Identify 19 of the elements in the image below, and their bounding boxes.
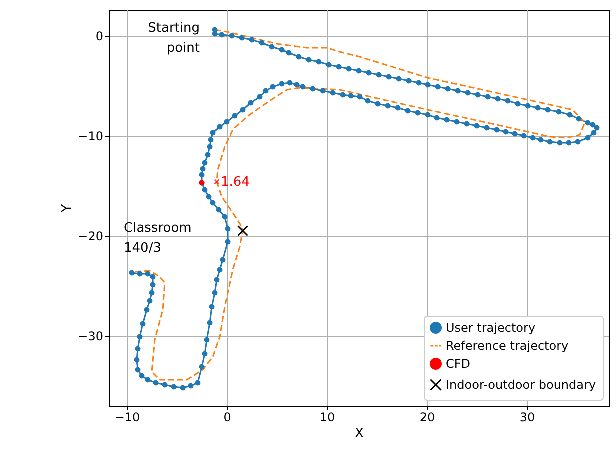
point	[238, 226, 248, 236]
legend-label: Indoor-outdoor boundary	[446, 378, 596, 392]
y-tick-label: −20	[78, 230, 104, 244]
x-tick-label: 0	[224, 410, 232, 424]
y-tick-label: 0	[96, 30, 104, 44]
x-tick-label: −10	[114, 410, 140, 424]
legend-label: CFD	[446, 357, 471, 371]
y-tick-label: −30	[78, 330, 104, 344]
y-tick-label: −10	[78, 130, 104, 144]
annotation: Classroom 140/3	[124, 221, 192, 256]
annotation: Starting point	[148, 21, 200, 56]
annotation: 1.64	[221, 175, 250, 190]
x-tick-label: 10	[320, 410, 336, 424]
x-axis-title: X	[355, 426, 364, 442]
legend-label: Reference trajectory	[446, 339, 569, 353]
x-tick-label: 30	[520, 410, 536, 424]
legend-label: User trajectory	[446, 321, 536, 335]
y-axis-title: Y	[60, 204, 76, 214]
x-tick-label: 20	[420, 410, 436, 424]
